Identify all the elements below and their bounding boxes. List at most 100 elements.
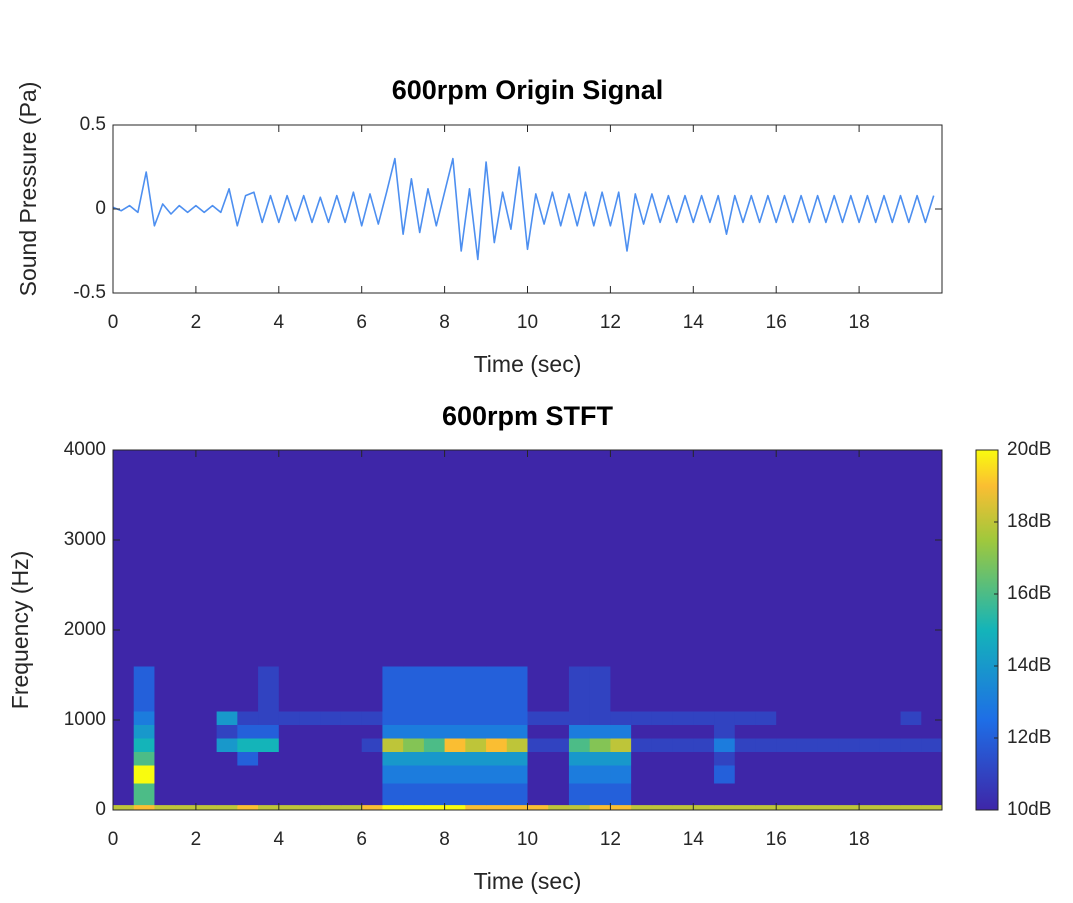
heatmap-cell [133,738,155,752]
heatmap-cell [817,804,839,811]
heatmap-cell [527,724,549,739]
heatmap-cell [734,711,756,725]
heatmap-cell [879,765,902,784]
heatmap-cell [755,666,777,712]
heatmap-cell [340,783,363,806]
heatmap-cell [817,738,839,752]
heatmap-cell [154,738,176,752]
heatmap-cell [714,711,736,725]
heatmap-cell [237,724,259,739]
heatmap-cell [320,738,342,752]
heatmap-cell [900,738,922,752]
heatmap-cell [734,724,756,739]
signal-line [112,157,935,261]
heatmap-cell [506,724,528,739]
heatmap-cell [320,450,342,667]
heatmap-cell [817,724,839,739]
heatmap-cell [651,711,674,725]
heatmap-cell [154,765,176,784]
heatmap-cell [423,724,446,739]
heatmap-cell [340,711,363,725]
x-tick-label: 18 [849,312,870,333]
heatmap-cell [403,751,425,766]
heatmap-cell [258,666,280,712]
heatmap-cell [631,804,653,811]
heatmap-cell [879,751,902,766]
colorbar-tick-label: 14dB [1007,655,1051,676]
heatmap-cell [776,666,798,712]
x-tick-label: 16 [766,829,787,850]
heatmap-cell [423,450,446,667]
heatmap-cell [299,724,321,739]
heatmap-cell [734,450,756,667]
heatmap-cell [817,751,839,766]
heatmap-cell [361,804,383,811]
heatmap-cell [486,804,508,811]
heatmap-cell [879,804,902,811]
heatmap-cell [506,666,528,712]
heatmap-cell [465,738,487,752]
heatmap-cell [776,751,798,766]
heatmap-cell [340,765,363,784]
heatmap-cell [340,724,363,739]
heatmap-cell [755,804,777,811]
heatmap-cell [548,783,570,806]
heatmap-cell [859,738,881,752]
heatmap-cell [838,724,860,739]
heatmap-cell [755,738,777,752]
heatmap-cell [361,751,383,766]
heatmap-cell [133,450,155,667]
heatmap-cell [714,765,736,784]
heatmap-cell [921,804,943,811]
heatmap-cell [299,783,321,806]
heatmap-cell [776,711,798,725]
heatmap-cell [299,738,321,752]
heatmap-cell [278,783,301,806]
heatmap-cell [258,751,280,766]
heatmap-cell [610,751,632,766]
heatmap-cell [506,450,528,667]
heatmap-cell [113,738,135,752]
x-tick-label: 12 [600,312,621,333]
heatmap-cell [113,751,135,766]
heatmap-cell [631,724,653,739]
heatmap-cell [154,666,176,712]
heatmap-cell [568,450,591,667]
heatmap-cell [568,765,591,784]
heatmap-cell [921,783,943,806]
heatmap-cell [423,751,446,766]
heatmap-cell [548,666,570,712]
heatmap-cell [693,765,715,784]
heatmap-cell [216,450,238,667]
heatmap-cell [714,804,736,811]
x-tick-label: 8 [439,829,450,850]
heatmap-cell [506,711,528,725]
heatmap-cell [796,783,819,806]
heatmap-cell [900,666,922,712]
heatmap-cell [237,783,259,806]
heatmap-cell [755,450,777,667]
heatmap-cell [838,765,860,784]
heatmap-cell [506,804,528,811]
heatmap-cell [361,765,383,784]
heatmap-cell [195,711,218,725]
x-axis-label: Time (sec) [474,868,582,894]
heatmap-cell [113,804,135,811]
y-tick-label: 2000 [64,619,106,640]
heatmap-cell [216,724,238,739]
x-tick-label: 0 [108,829,119,850]
heatmap-cell [113,450,135,667]
heatmap-cell [631,666,653,712]
heatmap-cell [444,783,466,806]
heatmap-cell [900,711,922,725]
heatmap-cell [672,738,694,752]
heatmap-cell [755,783,777,806]
heatmap-cell [693,450,715,667]
heatmap-cell [796,666,819,712]
heatmap-cell [320,711,342,725]
heatmap-cell [527,738,549,752]
heatmap-cell [506,738,528,752]
heatmap-cell [278,450,301,667]
heatmap-cell [423,765,446,784]
heatmap-cell [133,783,155,806]
